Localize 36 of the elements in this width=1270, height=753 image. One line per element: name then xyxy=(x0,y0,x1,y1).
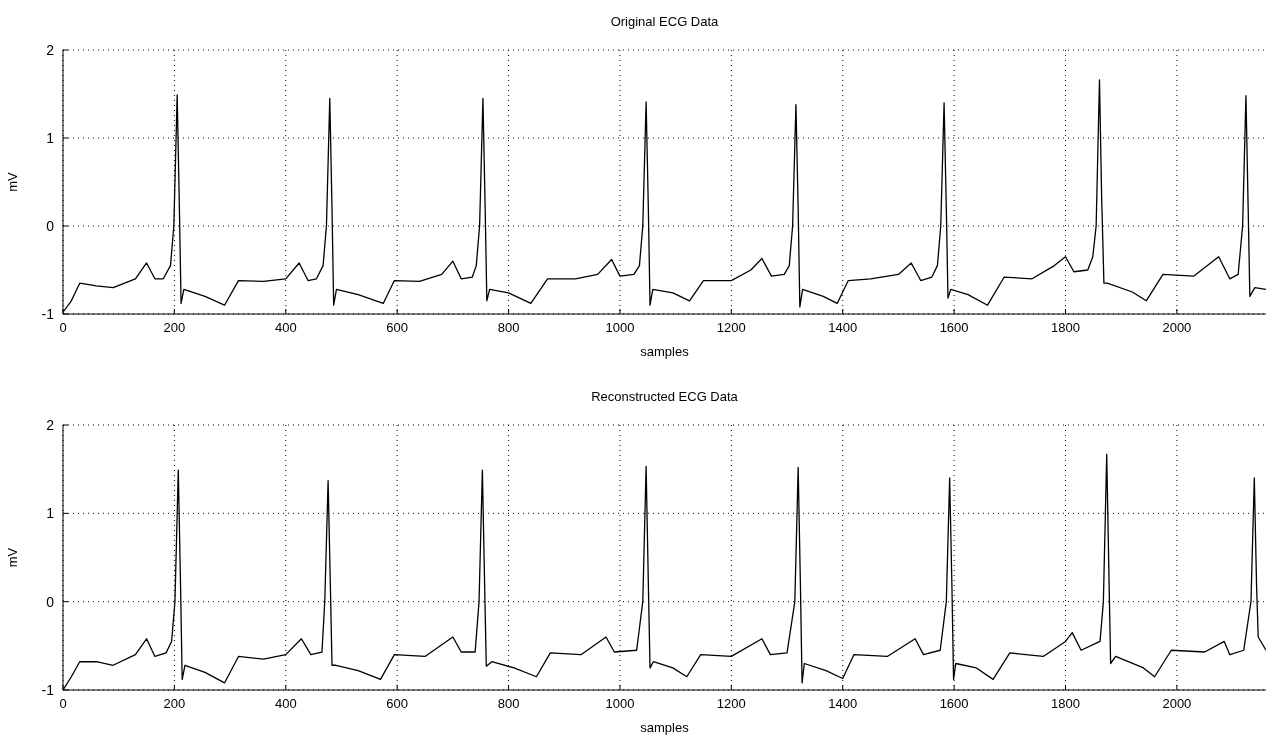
x-axis-title: samples xyxy=(640,720,690,735)
x-tick-label: 1600 xyxy=(939,320,969,336)
y-tick-label: -1 xyxy=(41,681,55,698)
x-tick-label: 1000 xyxy=(605,320,635,336)
x-tick-label: 1800 xyxy=(1051,696,1080,712)
x-tick-label: 600 xyxy=(386,696,409,712)
x-tick-label: 1400 xyxy=(828,696,858,712)
x-tick-label: 0 xyxy=(59,696,67,712)
x-axis-title: samples xyxy=(640,344,690,359)
x-tick-label: 2000 xyxy=(1162,696,1192,712)
x-tick-label: 2000 xyxy=(1162,320,1192,336)
x-tick-label: 1400 xyxy=(828,320,858,336)
chart-title: Reconstructed ECG Data xyxy=(590,389,739,404)
y-tick-label: 0 xyxy=(46,217,55,234)
x-tick-label: 1200 xyxy=(716,696,746,712)
x-tick-label: 1800 xyxy=(1051,320,1080,336)
x-tick-label: 1200 xyxy=(716,320,746,336)
y-tick-label: 2 xyxy=(46,41,55,58)
x-tick-label: 1000 xyxy=(605,696,635,712)
x-tick-label: 400 xyxy=(274,696,297,712)
x-tick-label: 800 xyxy=(497,696,520,712)
y-tick-label: 1 xyxy=(46,505,55,522)
y-tick-label: 1 xyxy=(46,129,55,146)
y-tick-label: 0 xyxy=(46,593,55,610)
x-tick-label: 600 xyxy=(386,320,409,336)
y-tick-label: -1 xyxy=(41,305,55,322)
x-tick-label: 400 xyxy=(274,320,297,336)
y-axis-title: mV xyxy=(4,171,20,192)
x-tick-label: 0 xyxy=(59,320,67,336)
x-tick-label: 200 xyxy=(163,320,186,336)
chart-title: Original ECG Data xyxy=(609,14,720,29)
x-tick-label: 800 xyxy=(497,320,520,336)
x-tick-label: 200 xyxy=(163,696,186,712)
y-tick-label: 2 xyxy=(46,416,55,433)
x-tick-label: 1600 xyxy=(939,696,969,712)
y-axis-title: mV xyxy=(4,547,20,568)
